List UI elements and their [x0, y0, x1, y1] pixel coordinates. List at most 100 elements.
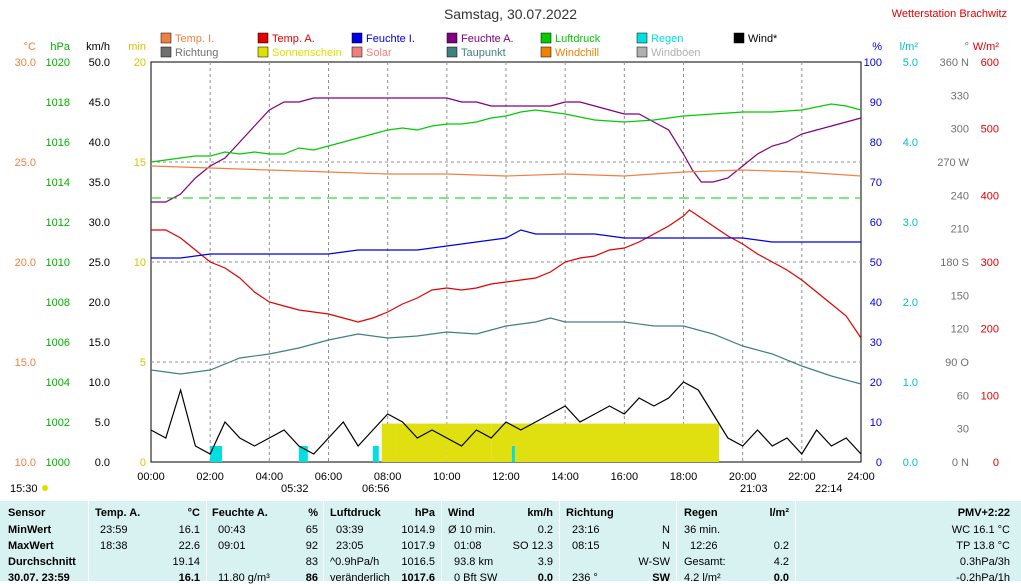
solar-axis-tick: 600 — [981, 57, 999, 69]
temp-axis-tick: 30.0 — [15, 57, 36, 69]
temp-max: 22.6 — [178, 540, 200, 552]
series-line — [150, 317, 862, 385]
pres-avg: 1016.5 — [401, 556, 435, 568]
wind-axis-tick: 0.0 — [95, 457, 110, 469]
pres-min-time: 03:39 — [336, 524, 364, 536]
direction-axis-tick: 120 — [951, 324, 969, 336]
rain-bar — [511, 446, 515, 462]
sunshine-axis-tick: 5 — [140, 357, 146, 369]
legend-swatch — [540, 46, 552, 58]
pressure-axis-tick: 1002 — [46, 417, 70, 429]
temp-axis-tick: 20.0 — [15, 257, 36, 269]
hum-abs: 11.80 g/m³ — [218, 572, 270, 584]
direction-axis-tick: 150 — [951, 290, 969, 302]
rain-axis-tick: 5.0 — [903, 57, 918, 69]
rain-current: 0.0 — [773, 572, 789, 584]
x-tick-label: 02:00 — [196, 471, 224, 483]
humidity-axis-tick: 80 — [870, 137, 882, 149]
pressure-axis-tick: 1012 — [46, 217, 70, 229]
wind-axis-tick: 25.0 — [89, 257, 110, 269]
x-tick-label: 08:00 — [374, 471, 402, 483]
humidity-unit: % — [872, 41, 882, 53]
hum-max: 92 — [305, 540, 318, 552]
pres-max-time: 23:05 — [336, 540, 364, 552]
direction-axis-tick: 210 — [951, 224, 969, 236]
legend-label: Solar — [366, 47, 392, 59]
pressure-axis-tick: 1018 — [46, 97, 70, 109]
dir-max: N — [662, 540, 670, 552]
legend-label: Temp. I. — [175, 33, 214, 45]
rain-axis-tick: 3.0 — [903, 217, 918, 229]
wind-avg-label: Ø 10 min. — [448, 524, 496, 536]
series-line — [150, 165, 862, 177]
dir-min-time: 23:16 — [572, 524, 600, 536]
humidity-axis-tick: 10 — [870, 417, 882, 429]
pres-unit: hPa — [414, 507, 435, 519]
pressure-unit: hPa — [50, 41, 70, 53]
temp-axis-tick: 15.0 — [15, 357, 36, 369]
pres-current: 1017.6 — [401, 572, 435, 584]
solar-axis-tick: 500 — [981, 124, 999, 136]
legend-swatch — [351, 32, 363, 44]
stats-table: Sensor MinWert MaxWert Durchschnitt 30.0… — [0, 501, 1021, 584]
hum-current: 86 — [305, 572, 318, 584]
rain-max: 0.2 — [773, 540, 789, 552]
solar-axis-tick: 300 — [981, 257, 999, 269]
x-tick-label: 22:00 — [788, 471, 816, 483]
station-name: Wetterstation Brachwitz — [891, 8, 1007, 20]
pressure-axis-tick: 1016 — [46, 137, 70, 149]
pressure-axis-tick: 1000 — [46, 457, 70, 469]
pmv-header: PMV+2:22 — [957, 507, 1010, 519]
humidity-axis-tick: 100 — [864, 57, 882, 69]
legend-swatch — [540, 32, 552, 44]
hum-avg: 83 — [305, 556, 318, 568]
pres-header: Luftdruck — [330, 507, 381, 519]
sun-icon — [42, 485, 48, 491]
wind-axis-tick: 35.0 — [89, 177, 110, 189]
rain-bar — [210, 446, 222, 462]
sunshine-axis-tick: 15 — [134, 157, 146, 169]
wind-current: 0.0 — [537, 572, 553, 584]
legend-label: Sonnenschein — [272, 47, 342, 59]
rain-axis-tick: 4.0 — [903, 137, 918, 149]
rain-bar — [372, 446, 379, 462]
sunshine-axis-tick: 10 — [134, 257, 146, 269]
rain-header: Regen — [684, 507, 718, 519]
legend-label: Luftdruck — [555, 33, 601, 45]
legend-swatch — [257, 46, 269, 58]
series-line — [151, 209, 862, 339]
hum-header: Feuchte A. — [212, 507, 268, 519]
weather-chart: 00:00 02:00 04:00 06:00 08:00 10:00 12:00 14:00… — [10, 32, 999, 495]
wind-header: Wind — [448, 507, 475, 519]
temp-axis-tick: 25.0 — [15, 157, 36, 169]
stats-row-max: MaxWert — [8, 540, 54, 552]
humidity-axis-tick: 40 — [870, 297, 882, 309]
temp-avg: 19.14 — [172, 556, 200, 568]
wind-axis-tick: 40.0 — [89, 137, 110, 149]
direction-axis-tick: 240 — [951, 190, 969, 202]
rain-start-label: 06:56 — [362, 483, 390, 495]
wind-run: 93.8 km — [454, 556, 494, 568]
sunshine-axis-tick: 20 — [134, 57, 146, 69]
rain-unit: l/m² — [769, 507, 789, 519]
temp-unit: °C — [187, 507, 200, 519]
hum-min: 65 — [305, 524, 318, 536]
rain-axis-tick: 1.0 — [903, 377, 918, 389]
direction-axis-tick: 300 — [951, 124, 969, 136]
legend-swatch — [446, 32, 458, 44]
rain-max-time: 12:26 — [690, 540, 718, 552]
x-tick-label: 00:00 — [137, 471, 165, 483]
direction-axis-tick: 0 N — [952, 457, 969, 469]
direction-axis-tick: 330 — [951, 90, 969, 102]
wind-avg10: 0.2 — [537, 524, 553, 536]
legend-label: Windböen — [651, 47, 701, 59]
wind-unit: km/h — [527, 507, 553, 519]
legend-swatch — [160, 32, 172, 44]
x-tick-label: 16:00 — [611, 471, 639, 483]
rain-bar — [298, 446, 308, 462]
wind-axis-tick: 50.0 — [89, 57, 110, 69]
series-line — [151, 97, 862, 203]
legend-swatch — [636, 32, 648, 44]
wind-mean: 3.9 — [537, 556, 553, 568]
stats-row-current: 30.07. 23:59 — [8, 572, 70, 584]
